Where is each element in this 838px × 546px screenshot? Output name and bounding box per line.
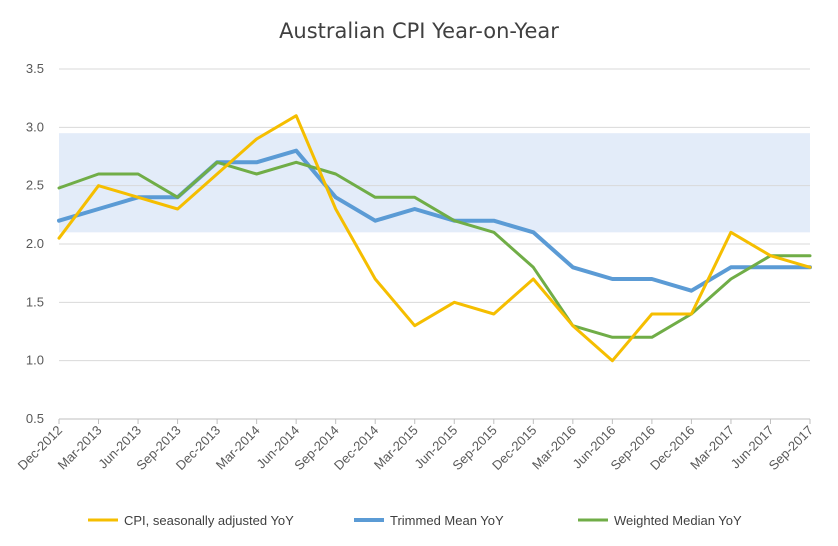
y-tick-label: 3.0 — [26, 119, 44, 134]
legend-label: CPI, seasonally adjusted YoY — [124, 513, 294, 528]
chart-title: Australian CPI Year-on-Year — [279, 19, 559, 43]
series-line-2 — [57, 160, 812, 339]
y-tick-label: 2.0 — [26, 236, 44, 251]
x-axis: Dec-2012Mar-2013Jun-2013Sep-2013Dec-2013… — [15, 418, 816, 473]
x-tick-label: Mar-2016 — [529, 423, 579, 473]
y-tick-label: 2.5 — [26, 178, 44, 193]
x-tick-label: Mar-2013 — [55, 423, 105, 473]
gridlines — [59, 68, 810, 420]
x-tick-label: Mar-2015 — [371, 423, 421, 473]
legend: CPI, seasonally adjusted YoY Trimmed Mean… — [88, 513, 742, 528]
y-axis: 3.5 3.0 2.5 2.0 1.5 1.0 0.5 — [26, 61, 44, 426]
y-tick-label: 0.5 — [26, 411, 44, 426]
y-tick-label: 1.0 — [26, 353, 44, 368]
target-band — [59, 133, 810, 233]
x-tick-label: Mar-2014 — [213, 423, 263, 473]
series-lines — [57, 114, 812, 363]
y-tick-label: 1.5 — [26, 294, 44, 309]
series-line-0 — [57, 114, 812, 363]
target-band-layer — [59, 133, 810, 233]
legend-label: Trimmed Mean YoY — [390, 513, 504, 528]
y-tick-label: 3.5 — [26, 61, 44, 76]
x-tick-label: Mar-2017 — [687, 423, 737, 473]
legend-label: Weighted Median YoY — [614, 513, 742, 528]
